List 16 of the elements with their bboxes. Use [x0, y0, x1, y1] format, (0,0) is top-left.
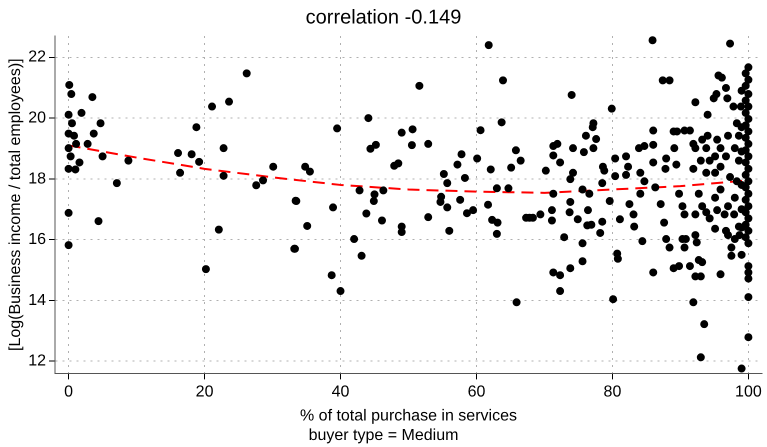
y-tick-label: 16 [28, 231, 46, 248]
chart-title: correlation -0.149 [306, 6, 462, 29]
y-tick-label: 18 [28, 170, 46, 188]
x-tick-label: 20 [196, 383, 214, 400]
y-tick-label: 14 [28, 292, 46, 309]
x-tick-label: 80 [604, 383, 622, 400]
y-axis-title: [Log(Business income / total employees)] [7, 58, 24, 351]
x-tick-label: 40 [332, 383, 350, 400]
y-tick-label: 12 [28, 352, 46, 370]
x-tick-label: 100 [735, 383, 762, 400]
y-tick-label: 20 [28, 109, 46, 126]
x-tick-label: 0 [64, 383, 74, 400]
y-tick-label: 22 [28, 48, 46, 66]
x-tick-label: 60 [468, 383, 486, 400]
text: buyer type = Medium [308, 426, 458, 444]
x-axis-title: % of total purchase in services [300, 408, 517, 425]
